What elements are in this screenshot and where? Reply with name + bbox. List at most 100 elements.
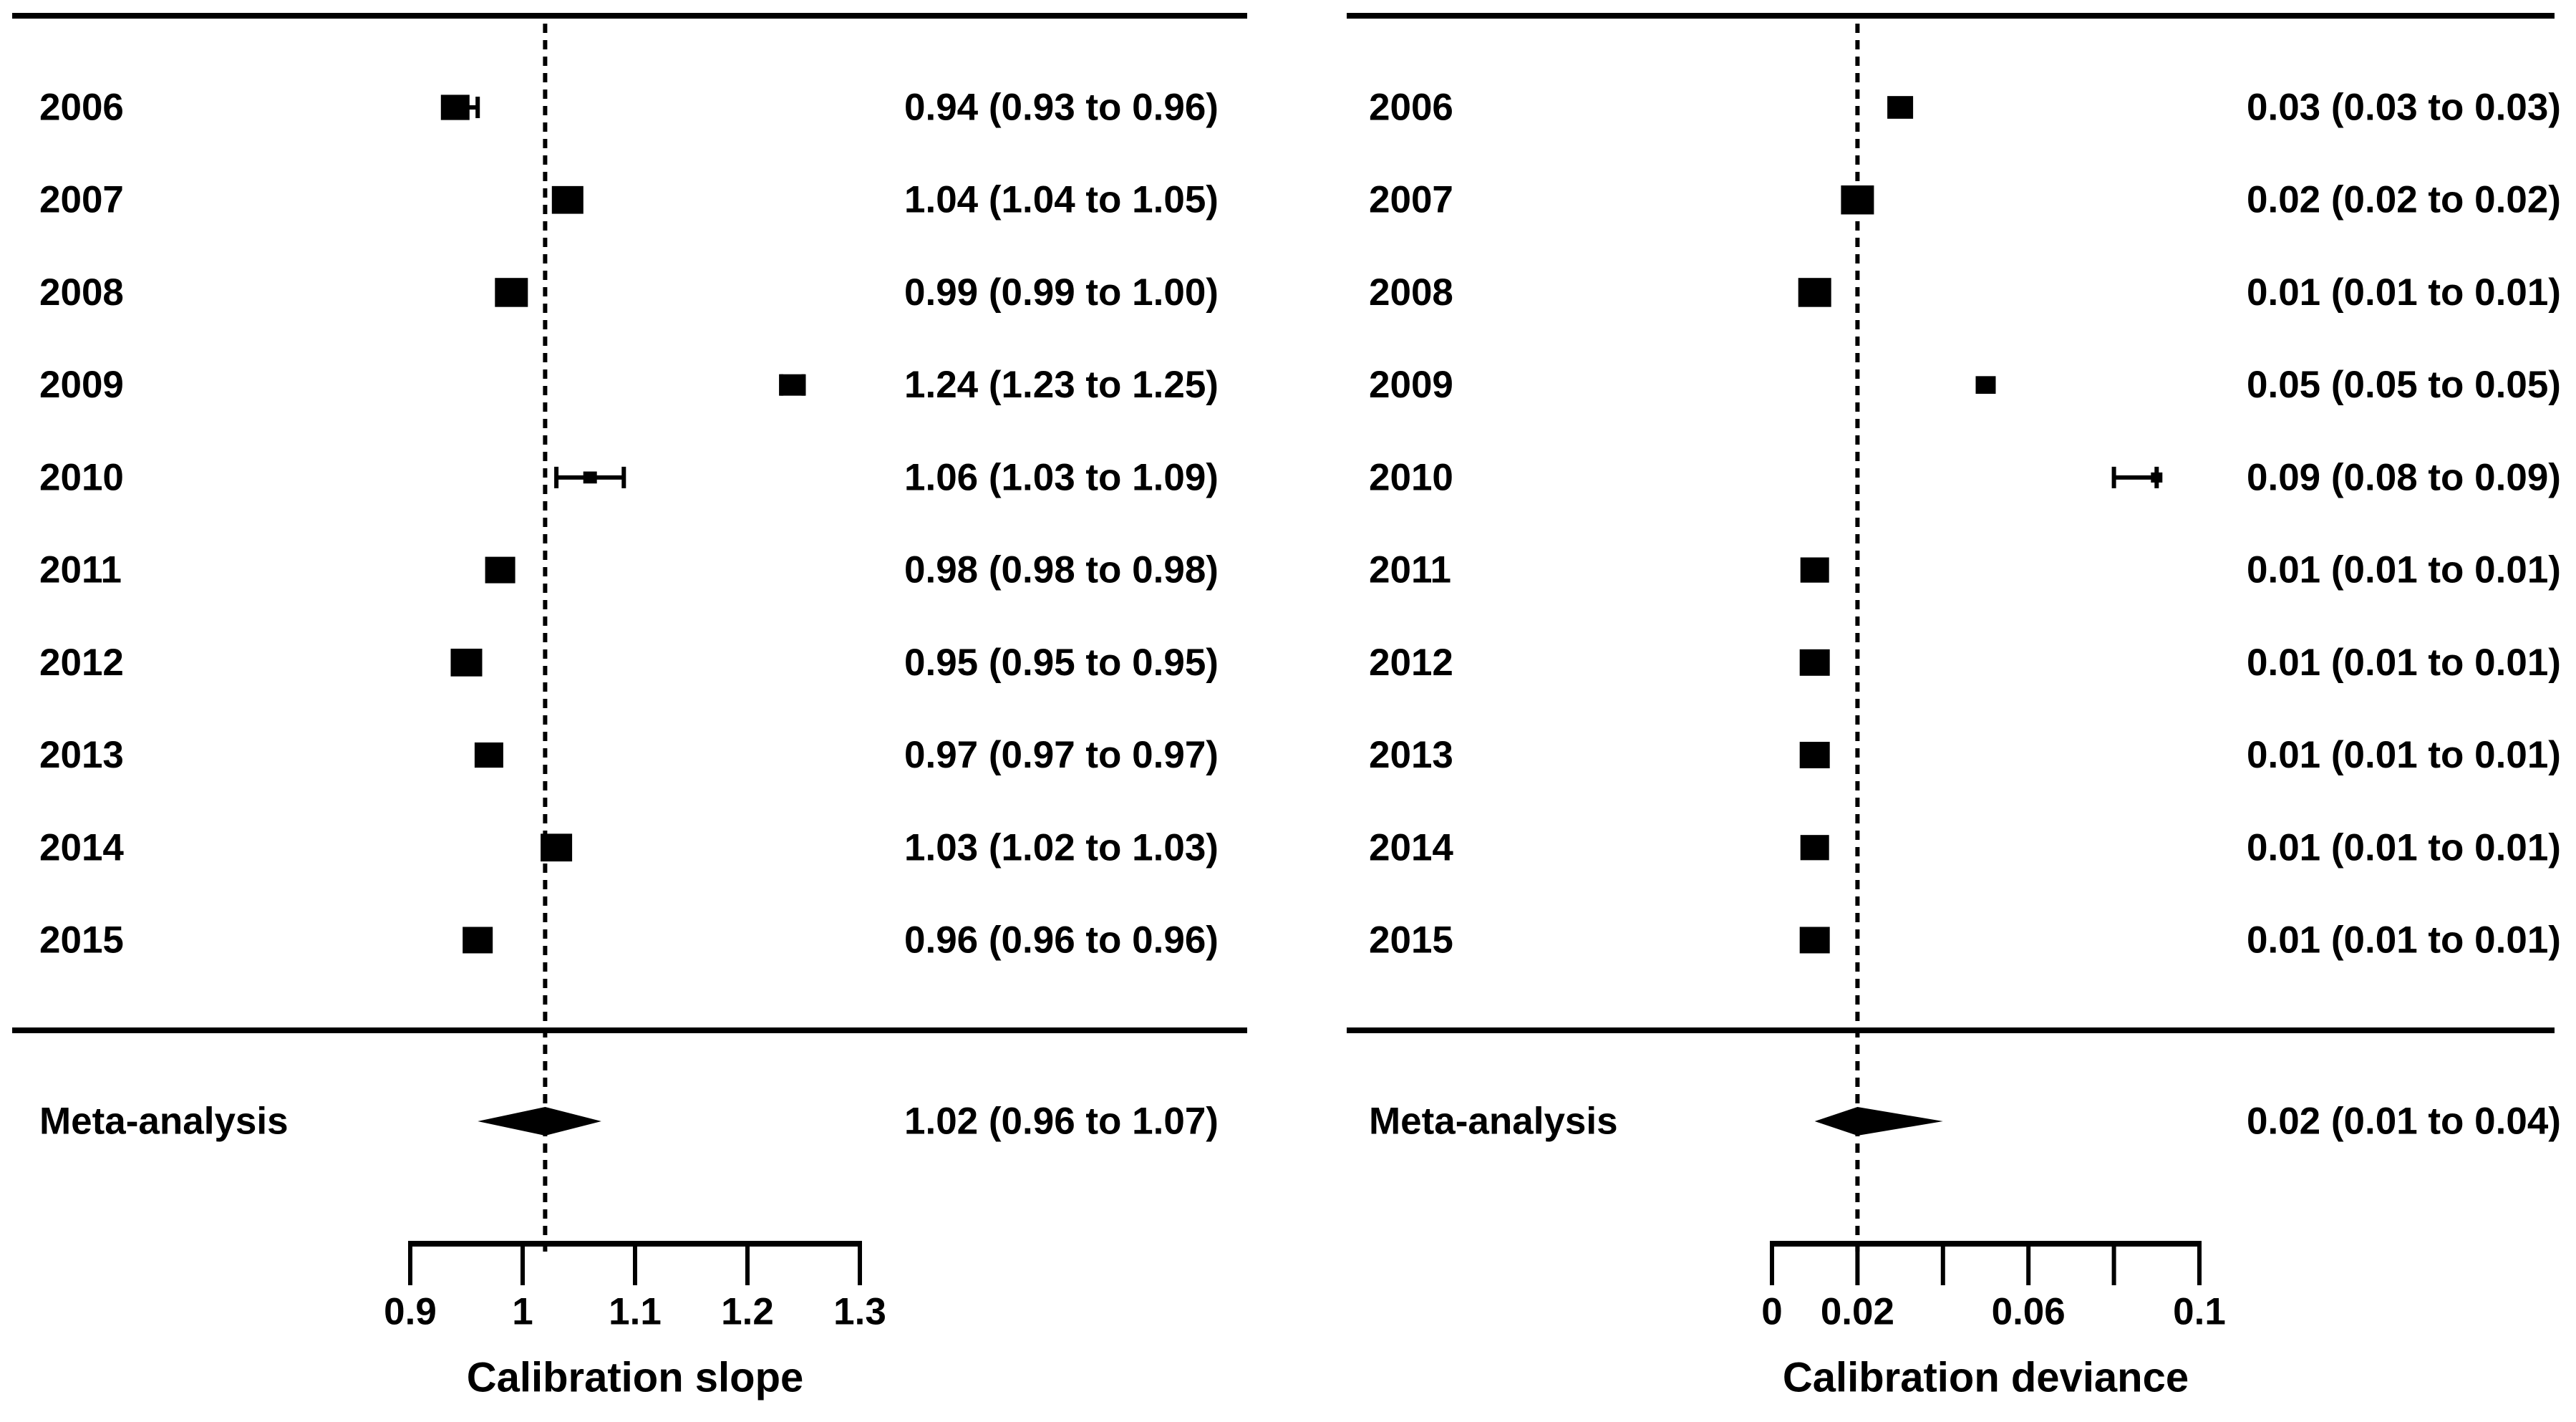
row-estimate-text: 0.96 (0.96 to 0.96) xyxy=(904,919,1219,961)
estimate-marker xyxy=(551,185,584,214)
top-rule xyxy=(12,13,1247,19)
axis-bar xyxy=(1770,1241,2202,1247)
row-year-label: 2013 xyxy=(1369,734,1453,776)
row-year-label: 2010 xyxy=(39,456,124,498)
estimate-marker xyxy=(1798,278,1831,307)
row-estimate-text: 1.04 (1.04 to 1.05) xyxy=(904,179,1219,221)
estimate-marker xyxy=(495,278,528,307)
axis-tick-label: 0.9 xyxy=(384,1291,437,1333)
axis-tick xyxy=(2026,1241,2031,1285)
separator-rule xyxy=(12,1027,1247,1033)
meta-analysis-row: Meta-analysis 0.02 (0.01 to 0.04) xyxy=(1369,1101,2561,1143)
row-2011: 2011 0.01 (0.01 to 0.01) xyxy=(1369,549,2561,591)
row-2009: 2009 1.24 (1.23 to 1.25) xyxy=(39,364,1219,406)
row-2008: 2008 0.01 (0.01 to 0.01) xyxy=(1369,271,2561,314)
axis-tick xyxy=(408,1241,412,1285)
axis-tick xyxy=(1940,1241,1945,1285)
axis-tick-label: 1.3 xyxy=(833,1291,886,1333)
axis-tick-label: 0.06 xyxy=(1992,1291,2066,1333)
estimate-marker xyxy=(780,374,805,396)
estimate-marker xyxy=(450,648,483,677)
row-2010: 2010 0.09 (0.08 to 0.09) xyxy=(1369,456,2561,498)
axis-tick-label: 1 xyxy=(512,1291,533,1333)
row-year-label: 2007 xyxy=(1369,179,1453,221)
ci-cap-low xyxy=(554,466,559,488)
estimate-marker xyxy=(583,471,597,484)
row-estimate-text: 0.01 (0.01 to 0.01) xyxy=(2247,549,2561,591)
row-estimate-text: 0.97 (0.97 to 0.97) xyxy=(904,734,1219,776)
estimate-marker xyxy=(1841,185,1874,215)
meta-estimate-text: 1.02 (0.96 to 1.07) xyxy=(904,1101,1219,1143)
row-2007: 2007 0.02 (0.02 to 0.02) xyxy=(1369,179,2561,221)
row-year-label: 2014 xyxy=(1369,826,1453,869)
row-estimate-text: 0.01 (0.01 to 0.01) xyxy=(2247,919,2561,961)
estimate-marker xyxy=(1799,927,1830,954)
axis-tick xyxy=(1770,1241,1774,1285)
estimate-marker xyxy=(1800,835,1829,861)
axis-tick-label: 0.1 xyxy=(2173,1291,2226,1333)
row-estimate-text: 0.01 (0.01 to 0.01) xyxy=(2247,734,2561,776)
row-year-label: 2011 xyxy=(1369,549,1451,591)
row-2013: 2013 0.01 (0.01 to 0.01) xyxy=(1369,734,2561,776)
axis-tick xyxy=(1855,1241,1860,1285)
row-estimate-text: 0.01 (0.01 to 0.01) xyxy=(2247,271,2561,314)
estimate-marker xyxy=(1975,376,1996,394)
estimate-marker xyxy=(541,833,573,862)
estimate-marker xyxy=(1799,649,1830,676)
panel-calibration-deviance: 2006 0.03 (0.03 to 0.03) 2007 0.02 (0.02 to… xyxy=(1347,13,2561,1401)
axis-tick xyxy=(2197,1241,2202,1285)
row-2012: 2012 0.95 (0.95 to 0.95) xyxy=(39,642,1219,684)
row-year-label: 2006 xyxy=(1369,87,1453,129)
axis-tick-label: 1.1 xyxy=(609,1291,662,1333)
row-year-label: 2007 xyxy=(39,179,124,221)
row-estimate-text: 0.03 (0.03 to 0.03) xyxy=(2247,87,2561,129)
ci-cap-high xyxy=(621,466,626,488)
meta-analysis-row: Meta-analysis 1.02 (0.96 to 1.07) xyxy=(39,1101,1219,1143)
row-2006: 2006 0.03 (0.03 to 0.03) xyxy=(1369,87,2561,129)
row-estimate-text: 0.98 (0.98 to 0.98) xyxy=(904,549,1219,591)
meta-diamond xyxy=(478,1107,601,1136)
estimate-marker xyxy=(1800,557,1829,583)
axis-tick-label: 0 xyxy=(1761,1291,1782,1333)
axis-tick-label: 1.2 xyxy=(721,1291,774,1333)
row-year-label: 2006 xyxy=(39,87,124,129)
row-2008: 2008 0.99 (0.99 to 1.00) xyxy=(39,271,1219,314)
row-estimate-text: 0.01 (0.01 to 0.01) xyxy=(2247,642,2561,684)
estimate-marker xyxy=(485,556,515,584)
row-estimate-text: 0.94 (0.93 to 0.96) xyxy=(904,87,1219,129)
separator-rule xyxy=(1347,1027,2555,1033)
row-year-label: 2009 xyxy=(39,364,124,406)
row-year-label: 2010 xyxy=(1369,456,1453,498)
x-axis: 0.9 1 1.1 1.2 1.3 Calibration slope xyxy=(384,1241,886,1401)
axis-title: Calibration slope xyxy=(467,1355,804,1401)
row-2007: 2007 1.04 (1.04 to 1.05) xyxy=(39,179,1219,221)
row-estimate-text: 0.02 (0.02 to 0.02) xyxy=(2247,179,2561,221)
row-year-label: 2012 xyxy=(39,642,124,684)
axis-tick-label: 0.02 xyxy=(1821,1291,1894,1333)
row-2012: 2012 0.01 (0.01 to 0.01) xyxy=(1369,642,2561,684)
row-estimate-text: 1.06 (1.03 to 1.09) xyxy=(904,456,1219,498)
x-axis: 0 0.02 0.06 0.1 Calibration deviance xyxy=(1761,1241,2226,1401)
panel-calibration-slope: 2006 0.94 (0.93 to 0.96) 2007 1.04 (1.04 to… xyxy=(12,13,1247,1401)
row-2010: 2010 1.06 (1.03 to 1.09) xyxy=(39,456,1219,498)
row-2014: 2014 0.01 (0.01 to 0.01) xyxy=(1369,826,2561,869)
row-estimate-text: 1.03 (1.02 to 1.03) xyxy=(904,826,1219,869)
row-year-label: 2009 xyxy=(1369,364,1453,406)
row-estimate-text: 0.99 (0.99 to 1.00) xyxy=(904,271,1219,314)
row-estimate-text: 0.01 (0.01 to 0.01) xyxy=(2247,826,2561,869)
meta-diamond xyxy=(1814,1107,1943,1136)
meta-estimate-text: 0.02 (0.01 to 0.04) xyxy=(2247,1101,2561,1143)
row-2006: 2006 0.94 (0.93 to 0.96) xyxy=(39,87,1219,129)
axis-title: Calibration deviance xyxy=(1783,1355,2189,1401)
row-year-label: 2015 xyxy=(39,919,124,961)
estimate-marker xyxy=(474,742,503,768)
estimate-marker xyxy=(463,927,493,954)
axis-tick xyxy=(745,1241,750,1285)
ci-cap-low xyxy=(2111,466,2116,488)
row-2011: 2011 0.98 (0.98 to 0.98) xyxy=(39,549,1219,591)
ci-cap-high xyxy=(475,97,480,118)
row-estimate-text: 1.24 (1.23 to 1.25) xyxy=(904,364,1219,406)
axis-tick xyxy=(858,1241,862,1285)
